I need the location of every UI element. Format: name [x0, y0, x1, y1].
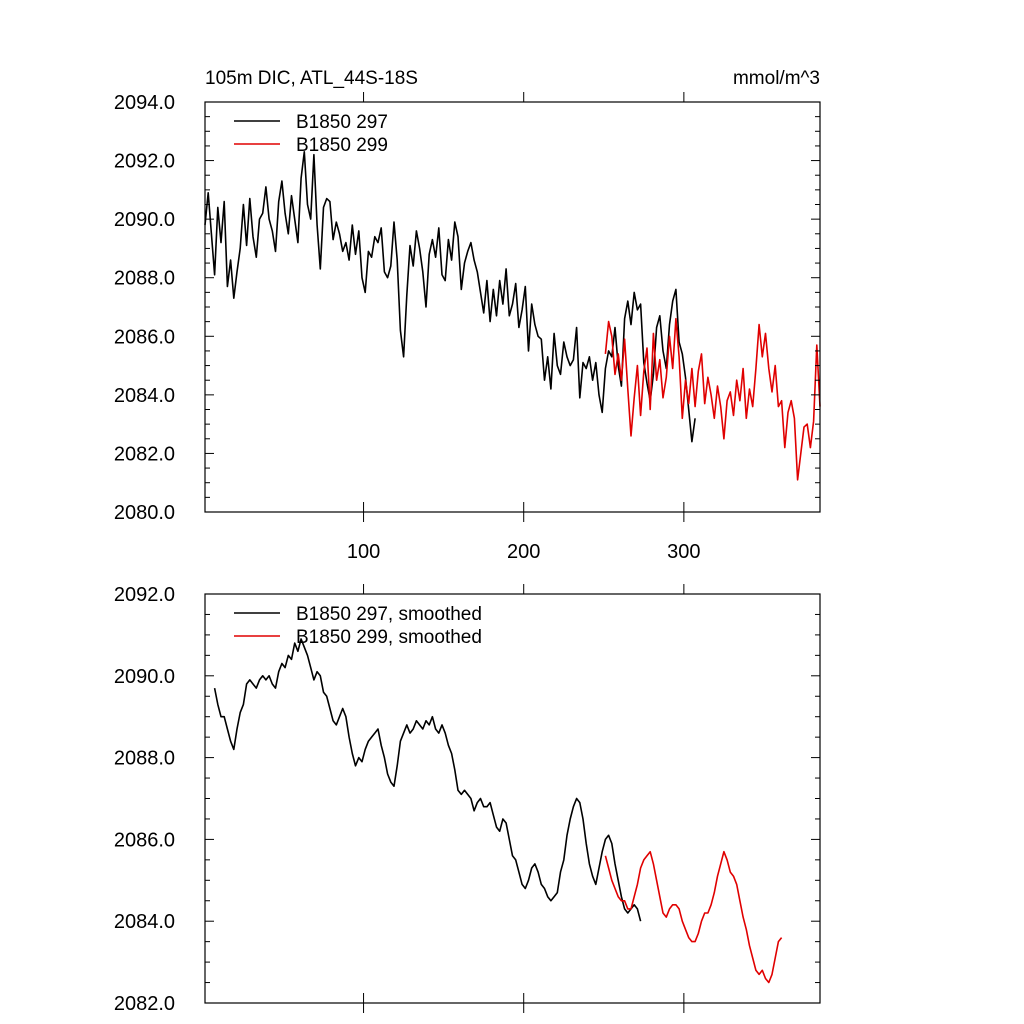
y-tick-label: 2082.0 — [114, 443, 175, 465]
y-tick-label: 2090.0 — [114, 666, 175, 688]
y-tick-label: 2086.0 — [114, 326, 175, 348]
top-panel: 2080.0 2082.0 2084.0 2086.0 2088.0 2090.0 2092… — [114, 68, 821, 563]
legend-label: B1850 299, smoothed — [296, 627, 482, 648]
series-line-1-1 — [604, 850, 783, 984]
y-tick-label: 2092.0 — [114, 584, 175, 606]
plot-frame — [204, 593, 821, 1004]
chart-title: 105m DIC, ATL_44S-18S — [205, 68, 418, 89]
legend-label: B1850 297, smoothed — [296, 604, 482, 625]
x-tick-label: 300 — [667, 541, 700, 563]
series-line-0-1 — [604, 317, 821, 481]
x-tick-label: 200 — [507, 541, 540, 563]
y-tick-label: 2092.0 — [114, 151, 175, 173]
y-tick-label: 2084.0 — [114, 385, 175, 407]
x-tick-label: 100 — [347, 541, 380, 563]
legend-label: B1850 297 — [296, 112, 388, 133]
y-tick-label: 2082.0 — [114, 993, 175, 1015]
y-tick-label: 2094.0 — [114, 92, 175, 114]
series-line-1-0 — [213, 638, 642, 922]
y-tick-label: 2080.0 — [114, 502, 175, 524]
y-tick-label: 2086.0 — [114, 829, 175, 851]
y-tick-label: 2084.0 — [114, 911, 175, 933]
units-label: mmol/m^3 — [733, 68, 820, 89]
y-tick-label: 2088.0 — [114, 268, 175, 290]
series-line-0-0 — [204, 151, 696, 443]
legend-label: B1850 299 — [296, 135, 388, 156]
bottom-panel: 2082.0 2084.0 2086.0 2088.0 2090.0 2092.0 B185… — [114, 584, 821, 1015]
y-tick-label: 2088.0 — [114, 748, 175, 770]
y-tick-label: 2090.0 — [114, 209, 175, 231]
